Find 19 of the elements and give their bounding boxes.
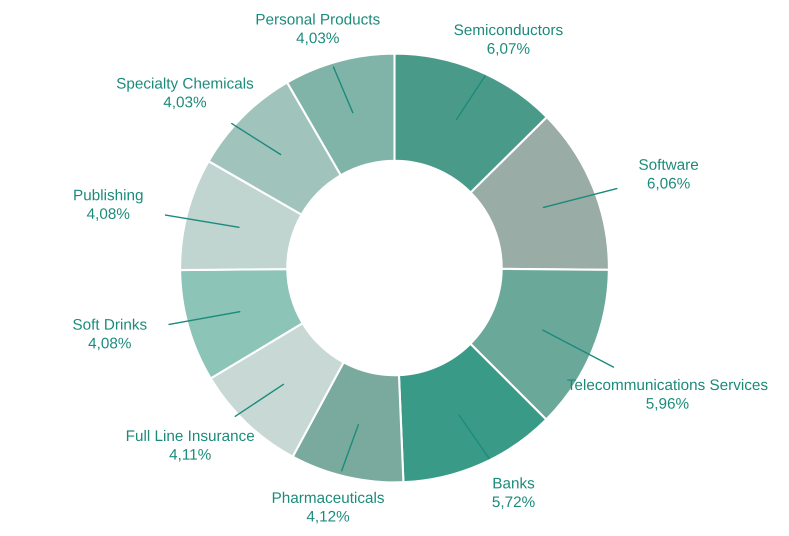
- slice-label: Software: [639, 158, 698, 170]
- data-label: 5,72%: [492, 496, 535, 509]
- slice-label: Publishing: [74, 189, 143, 204]
- slice-label: Soft Drinks: [73, 318, 147, 330]
- data-label: 6,06%: [648, 178, 690, 190]
- data-label: 4,08%: [86, 208, 130, 221]
- data-label: 6,07%: [488, 43, 530, 56]
- slice-label: Semiconductors: [454, 24, 563, 36]
- data-label: 4,11%: [169, 449, 211, 462]
- data-label: 4,03%: [296, 32, 339, 46]
- data-label: 4,08%: [88, 338, 131, 350]
- data-label: 4,12%: [306, 510, 350, 524]
- slice-label: Banks: [494, 477, 534, 488]
- data-label: 4,03%: [164, 96, 206, 110]
- slice-label: Specialty Chemicals: [116, 77, 254, 92]
- data-label: 5,96%: [646, 398, 689, 411]
- slice-label: Personal Products: [256, 13, 380, 25]
- slice-label: Pharmaceuticals: [272, 492, 384, 504]
- slice-label: Full Line Insurance: [126, 430, 254, 442]
